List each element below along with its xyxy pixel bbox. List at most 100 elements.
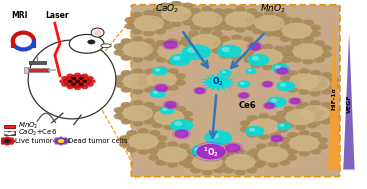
Circle shape bbox=[157, 67, 166, 72]
Circle shape bbox=[276, 13, 286, 17]
Circle shape bbox=[76, 81, 79, 82]
Circle shape bbox=[72, 83, 76, 85]
Circle shape bbox=[226, 155, 255, 170]
Circle shape bbox=[114, 50, 124, 55]
Circle shape bbox=[138, 149, 148, 154]
Circle shape bbox=[203, 7, 212, 12]
Circle shape bbox=[311, 71, 320, 76]
Ellipse shape bbox=[64, 75, 91, 88]
Circle shape bbox=[214, 25, 224, 30]
Circle shape bbox=[275, 46, 284, 51]
Circle shape bbox=[133, 57, 142, 62]
Circle shape bbox=[184, 20, 193, 25]
Circle shape bbox=[217, 156, 226, 161]
Circle shape bbox=[62, 83, 68, 86]
Circle shape bbox=[114, 76, 124, 81]
Circle shape bbox=[315, 41, 324, 46]
Circle shape bbox=[152, 67, 167, 75]
Circle shape bbox=[329, 84, 339, 89]
Circle shape bbox=[301, 76, 330, 91]
Circle shape bbox=[127, 131, 137, 136]
Circle shape bbox=[168, 142, 177, 147]
Circle shape bbox=[268, 97, 286, 107]
Circle shape bbox=[278, 121, 287, 126]
Circle shape bbox=[280, 20, 290, 25]
Circle shape bbox=[79, 77, 83, 79]
Circle shape bbox=[87, 83, 93, 86]
Circle shape bbox=[168, 162, 177, 167]
Circle shape bbox=[292, 114, 301, 119]
Circle shape bbox=[129, 134, 158, 149]
Circle shape bbox=[276, 66, 280, 68]
Circle shape bbox=[179, 57, 189, 62]
Circle shape bbox=[153, 91, 158, 94]
Circle shape bbox=[140, 69, 183, 90]
Text: Ce6: Ce6 bbox=[239, 101, 257, 110]
Circle shape bbox=[59, 137, 63, 139]
Circle shape bbox=[235, 27, 245, 32]
Circle shape bbox=[251, 46, 261, 51]
Circle shape bbox=[6, 143, 9, 145]
Circle shape bbox=[280, 124, 284, 126]
Circle shape bbox=[214, 151, 224, 156]
Circle shape bbox=[299, 89, 308, 94]
Circle shape bbox=[213, 42, 222, 47]
Circle shape bbox=[292, 18, 302, 23]
Circle shape bbox=[240, 121, 250, 126]
Bar bbox=[28, 68, 49, 72]
Circle shape bbox=[197, 145, 225, 159]
Circle shape bbox=[281, 138, 290, 143]
Circle shape bbox=[283, 18, 293, 22]
Circle shape bbox=[147, 72, 176, 87]
Circle shape bbox=[88, 40, 95, 44]
Circle shape bbox=[155, 69, 160, 71]
Circle shape bbox=[310, 101, 320, 106]
Circle shape bbox=[254, 163, 264, 168]
Circle shape bbox=[151, 144, 194, 165]
Circle shape bbox=[247, 9, 257, 14]
Circle shape bbox=[127, 147, 137, 152]
Circle shape bbox=[144, 11, 153, 15]
Circle shape bbox=[150, 147, 160, 152]
Circle shape bbox=[318, 76, 328, 81]
Circle shape bbox=[235, 170, 245, 175]
Circle shape bbox=[303, 59, 313, 64]
Circle shape bbox=[275, 63, 284, 68]
Circle shape bbox=[152, 50, 161, 55]
Circle shape bbox=[160, 3, 169, 8]
Circle shape bbox=[157, 142, 167, 147]
Circle shape bbox=[253, 13, 262, 17]
Circle shape bbox=[235, 149, 245, 154]
Circle shape bbox=[272, 136, 282, 141]
Circle shape bbox=[226, 12, 255, 27]
Circle shape bbox=[212, 31, 222, 36]
Circle shape bbox=[123, 42, 152, 57]
Circle shape bbox=[121, 71, 131, 76]
Circle shape bbox=[232, 55, 241, 60]
Circle shape bbox=[189, 48, 199, 53]
Circle shape bbox=[217, 20, 226, 25]
Circle shape bbox=[190, 15, 200, 19]
Circle shape bbox=[214, 9, 224, 14]
Circle shape bbox=[179, 41, 189, 46]
Circle shape bbox=[1, 138, 5, 140]
Circle shape bbox=[79, 83, 83, 85]
Circle shape bbox=[5, 140, 10, 142]
Circle shape bbox=[3, 139, 12, 143]
Circle shape bbox=[175, 74, 185, 79]
Circle shape bbox=[191, 34, 220, 50]
Circle shape bbox=[263, 65, 272, 70]
Circle shape bbox=[60, 80, 66, 83]
Circle shape bbox=[310, 121, 320, 126]
Circle shape bbox=[145, 55, 154, 60]
Circle shape bbox=[240, 82, 244, 84]
Circle shape bbox=[249, 44, 261, 50]
Circle shape bbox=[168, 85, 178, 90]
Circle shape bbox=[65, 140, 69, 142]
Circle shape bbox=[165, 102, 176, 108]
Circle shape bbox=[55, 138, 59, 140]
Circle shape bbox=[193, 12, 222, 27]
Circle shape bbox=[265, 103, 274, 108]
Circle shape bbox=[114, 82, 124, 87]
Circle shape bbox=[176, 106, 185, 111]
